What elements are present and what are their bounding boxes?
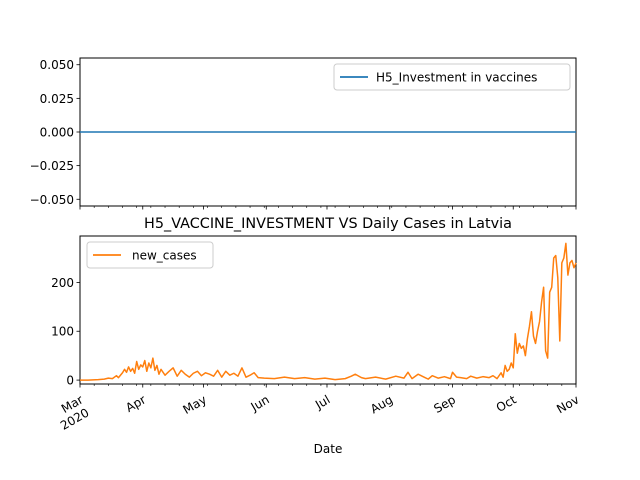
y-tick-label: 0.000 bbox=[40, 126, 74, 140]
y-tick-label: 0 bbox=[66, 374, 74, 388]
x-tick-label: Aug bbox=[368, 392, 395, 416]
top-legend: H5_Investment in vaccines bbox=[333, 63, 571, 91]
x-tick-label: Sep bbox=[431, 392, 458, 415]
top-axes: 0.050 0.025 0.000 −0.025 −0.050 H5_Investmen… bbox=[30, 57, 577, 210]
top-y-ticks: 0.050 0.025 0.000 −0.025 −0.050 bbox=[30, 58, 80, 207]
y-tick-label: 200 bbox=[51, 276, 74, 290]
y-tick-label: 0.025 bbox=[40, 92, 74, 106]
x-tick-label: May bbox=[181, 392, 209, 417]
x-tick-label: Nov bbox=[554, 392, 581, 416]
y-tick-label: −0.050 bbox=[30, 193, 74, 207]
x-axis-label: Date bbox=[314, 442, 343, 456]
bottom-legend: new_cases bbox=[86, 241, 214, 269]
x-tick-label: Jul bbox=[312, 392, 332, 412]
bottom-legend-box bbox=[86, 241, 214, 269]
series-line-new-cases bbox=[80, 242, 577, 381]
x-tick-label: Oct bbox=[494, 392, 519, 415]
y-tick-label: 100 bbox=[51, 325, 74, 339]
bottom-y-ticks: 0 100 200 bbox=[51, 276, 80, 388]
y-tick-label: −0.025 bbox=[30, 159, 74, 173]
bottom-axes-frame bbox=[79, 235, 577, 385]
legend-label-new-cases: new_cases bbox=[132, 249, 197, 263]
x-tick-label: Jun bbox=[248, 392, 272, 414]
bottom-series bbox=[80, 242, 577, 381]
y-tick-label: 0.050 bbox=[40, 58, 74, 72]
top-x-ticks bbox=[79, 206, 577, 210]
top-legend-box bbox=[333, 63, 571, 91]
bottom-axes: H5_VACCINE_INVESTMENT VS Daily Cases in … bbox=[51, 216, 581, 456]
x-tick-label: Apr bbox=[123, 392, 148, 415]
legend-label-investment: H5_Investment in vaccines bbox=[376, 71, 537, 85]
chart-title: H5_VACCINE_INVESTMENT VS Daily Cases in … bbox=[144, 216, 512, 232]
